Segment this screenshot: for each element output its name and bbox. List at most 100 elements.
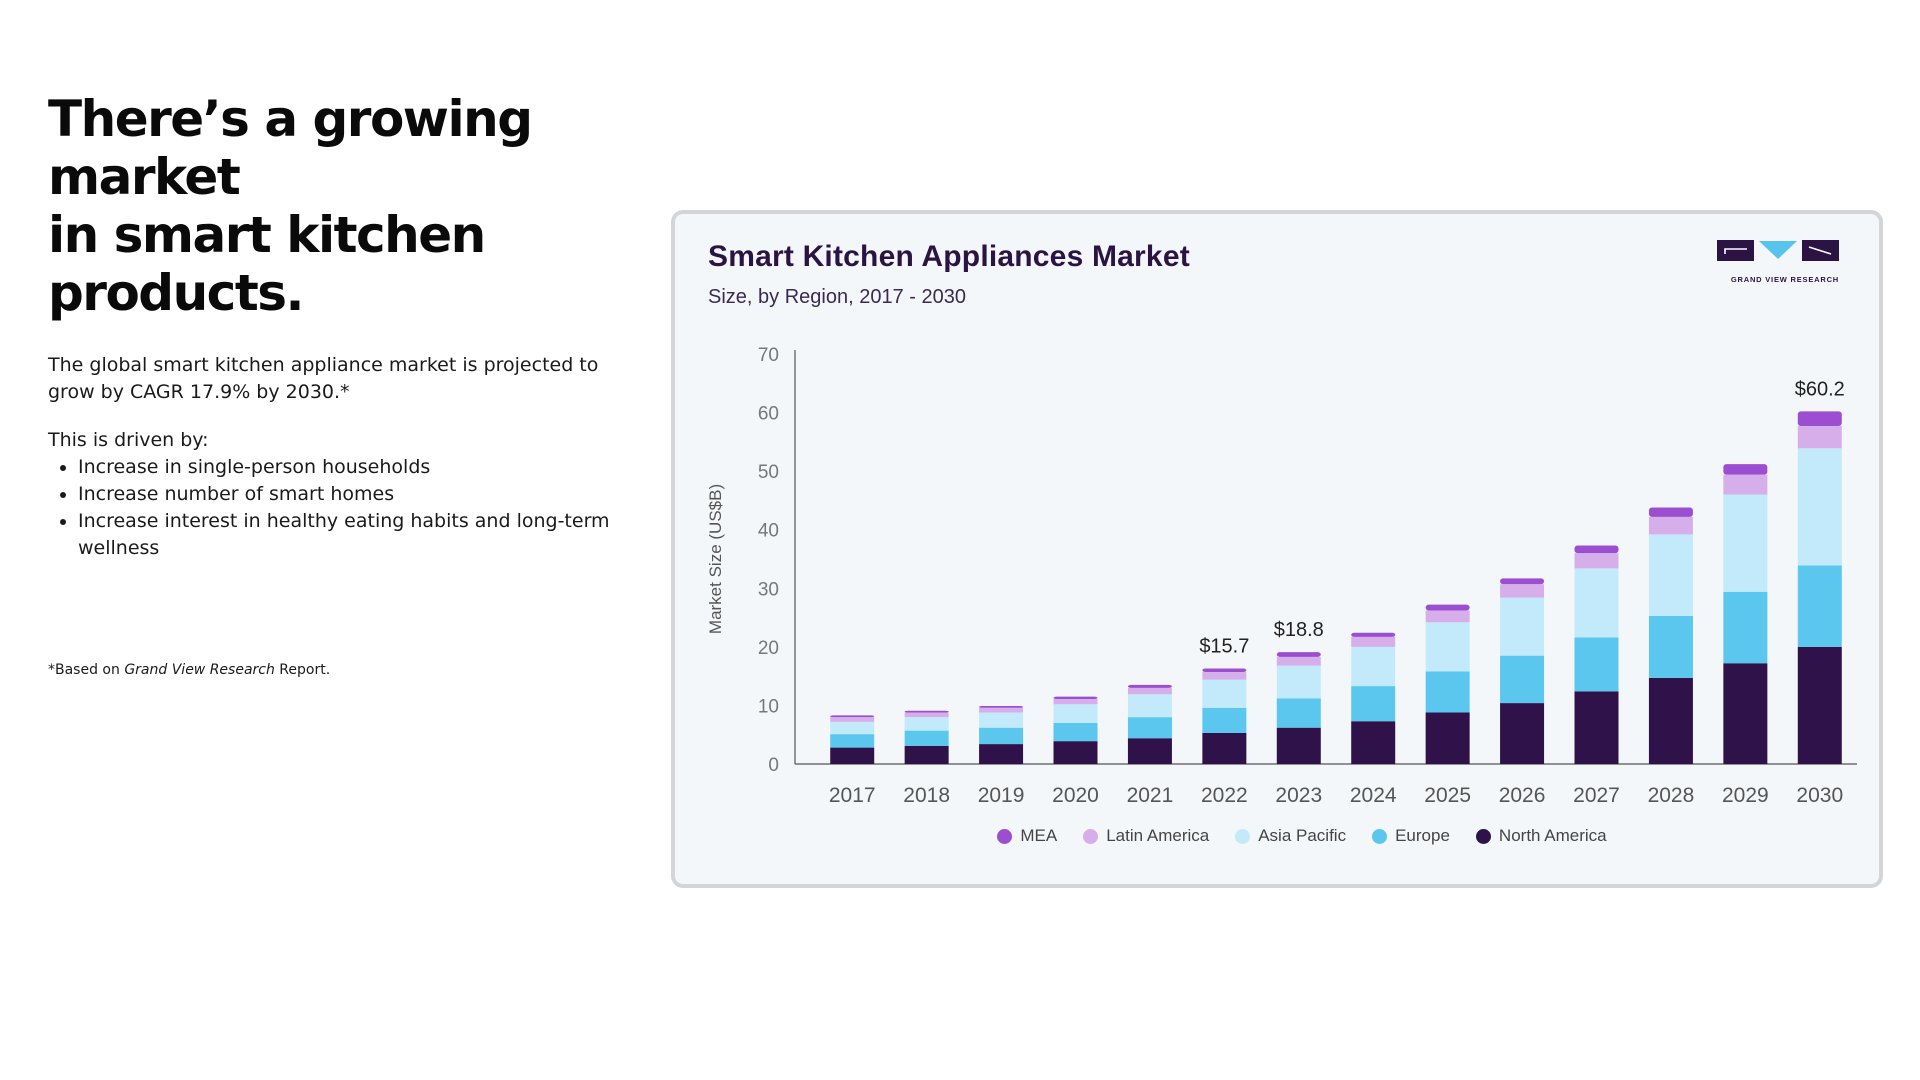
bar-segment-asia-pacific: [1276, 665, 1321, 699]
x-tick-label: 2019: [978, 784, 1025, 807]
legend-item-north-america: North America: [1475, 826, 1607, 846]
page-title-line-3: products.: [48, 264, 304, 322]
bar-segment-asia-pacific: [1202, 679, 1247, 708]
x-tick-label: 2027: [1573, 784, 1620, 807]
bar-segment-asia-pacific: [1648, 534, 1693, 616]
bar-segment-latin-america: [1797, 426, 1842, 449]
chart-card: Smart Kitchen Appliances Market Size, by…: [671, 210, 1883, 888]
x-tick-label: 2028: [1648, 784, 1695, 807]
x-tick-label: 2017: [829, 784, 876, 807]
bar-segment-europe: [1648, 615, 1693, 678]
drivers-list: Increase in single-person households Inc…: [48, 454, 638, 562]
bar-segment-europe: [1202, 707, 1247, 733]
bar-segment-europe: [1425, 671, 1470, 713]
x-tick-label: 2018: [903, 784, 950, 807]
bar-segment-north-america: [1648, 677, 1693, 764]
y-tick-label: 10: [758, 696, 779, 717]
chart-subtitle: Size, by Region, 2017 - 2030: [708, 286, 966, 308]
bar-segment-latin-america: [1127, 687, 1172, 695]
x-tick-label: 2022: [1201, 784, 1248, 807]
bar-segment-north-america: [1574, 691, 1619, 764]
legend-swatch: [997, 828, 1013, 844]
bar-segment-asia-pacific: [904, 717, 949, 731]
page-title-line-1: There’s a growing market: [48, 90, 533, 206]
bar-segment-mea: [1500, 578, 1545, 585]
x-tick-label: 2020: [1052, 784, 1099, 807]
legend-label: Asia Pacific: [1258, 826, 1347, 845]
x-tick-label: 2030: [1796, 784, 1843, 807]
list-item: Increase interest in healthy eating habi…: [78, 508, 638, 562]
legend-label: North America: [1498, 826, 1607, 845]
grand-view-research-logo: [1717, 240, 1839, 261]
bar-segment-europe: [1723, 591, 1768, 664]
bar-segment-latin-america: [1202, 672, 1247, 680]
bar-segment-latin-america: [979, 707, 1024, 713]
legend-swatch: [1235, 828, 1251, 844]
y-tick-label: 40: [758, 521, 779, 542]
bar-segment-europe: [1574, 637, 1619, 692]
intro-line-1: The global smart kitchen appliance marke…: [48, 354, 599, 376]
bar-segment-mea: [1202, 668, 1247, 673]
bar-segment-europe: [979, 727, 1024, 745]
legend-swatch: [1475, 828, 1491, 844]
x-tick-label: 2024: [1350, 784, 1397, 807]
bar-segment-europe: [1276, 698, 1321, 728]
bar-segment-north-america: [830, 747, 875, 764]
bar-segment-north-america: [1425, 712, 1470, 764]
bar-segment-latin-america: [1574, 553, 1619, 569]
bar-segment-latin-america: [904, 712, 949, 718]
logo-text: GRAND VIEW RESEARCH: [1730, 275, 1839, 284]
bar-segment-north-america: [1351, 721, 1396, 764]
bar-segment-mea: [830, 715, 875, 718]
bar-segment-mea: [1648, 507, 1693, 517]
legend-label: MEA: [1020, 826, 1058, 845]
footnote: *Based on Grand View Research Report.: [48, 662, 638, 678]
page-title: There’s a growing market in smart kitche…: [48, 90, 638, 322]
bar-segment-north-america: [904, 745, 949, 764]
bar-segment-north-america: [1797, 646, 1842, 764]
bar-segment-asia-pacific: [1351, 646, 1396, 687]
bar-segment-north-america: [1053, 741, 1098, 764]
bar-segment-mea: [1276, 652, 1321, 657]
bar-segment-europe: [1500, 655, 1545, 704]
bar-segment-europe: [1053, 723, 1098, 742]
bar-segment-latin-america: [1351, 636, 1396, 647]
y-tick-label: 70: [758, 345, 779, 366]
bar-segment-mea: [1351, 632, 1396, 637]
legend-item-asia-pacific: Asia Pacific: [1235, 826, 1346, 846]
bar-segment-asia-pacific: [1797, 448, 1842, 566]
legend-label: Latin America: [1106, 826, 1210, 845]
bar-segment-north-america: [1127, 738, 1172, 764]
x-tick-label: 2021: [1127, 784, 1174, 807]
bar-segment-latin-america: [1276, 656, 1321, 666]
bar-segment-latin-america: [1425, 610, 1470, 623]
bar-segment-asia-pacific: [1723, 494, 1768, 592]
bar-segment-latin-america: [1648, 516, 1693, 535]
bar-segment-asia-pacific: [1053, 704, 1098, 723]
bar-segment-asia-pacific: [1500, 597, 1545, 656]
data-label: $15.7: [1199, 636, 1249, 658]
footnote-source: Grand View Research: [124, 662, 275, 678]
y-tick-label: 30: [758, 579, 779, 600]
bar-segment-asia-pacific: [830, 721, 875, 735]
bar-segment-europe: [904, 730, 949, 746]
y-tick-label: 60: [758, 404, 779, 425]
bar-segment-mea: [904, 710, 949, 713]
x-tick-label: 2026: [1499, 784, 1546, 807]
chart-legend: MEA Latin America Asia Pacific Europe North …: [675, 826, 1879, 846]
legend-label: Europe: [1395, 826, 1450, 845]
bar-segment-asia-pacific: [1574, 568, 1619, 638]
x-tick-label: 2023: [1275, 784, 1322, 807]
legend-item-europe: Europe: [1372, 826, 1450, 846]
x-tick-label: 2025: [1424, 784, 1471, 807]
bar-segment-mea: [1127, 684, 1172, 688]
bar-segment-mea: [979, 706, 1024, 708]
bar-segment-mea: [1053, 696, 1098, 699]
bar-segment-north-america: [979, 744, 1024, 764]
bar-segment-mea: [1574, 545, 1619, 554]
bar-segment-mea: [1723, 464, 1768, 475]
legend-item-mea: MEA: [997, 826, 1057, 846]
bar-segment-europe: [1351, 686, 1396, 722]
left-content: There’s a growing market in smart kitche…: [48, 90, 638, 678]
bar-segment-north-america: [1500, 703, 1545, 764]
